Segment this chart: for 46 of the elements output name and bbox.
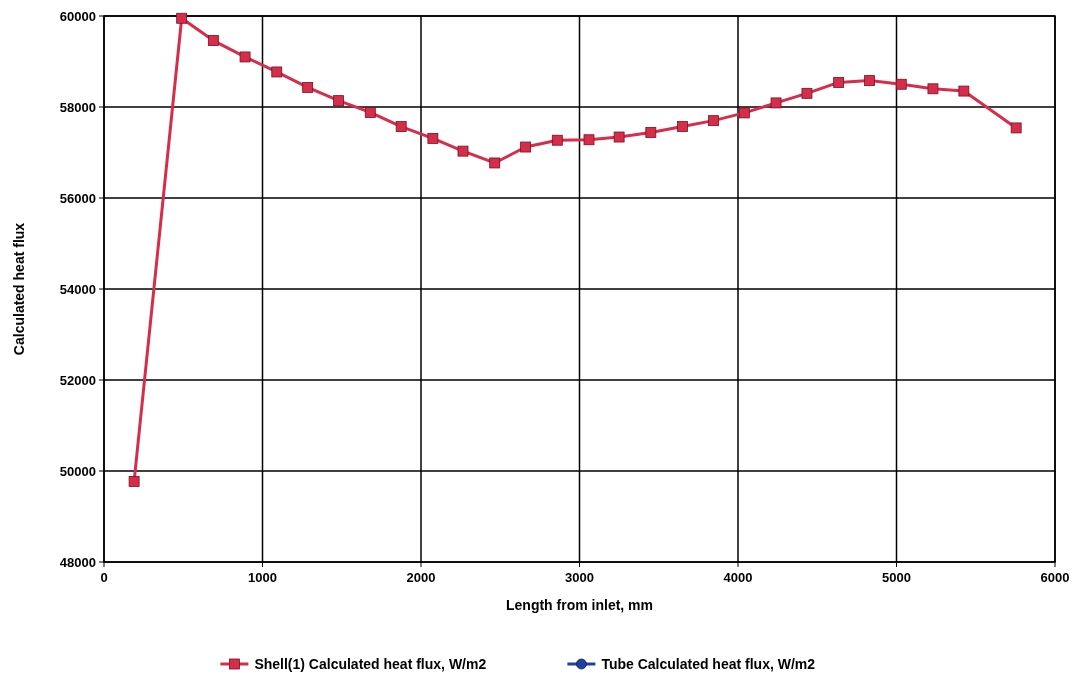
point <box>551 134 563 146</box>
x-tick-label: 5000 <box>882 570 911 585</box>
point <box>927 83 939 95</box>
point <box>302 82 314 93</box>
x-tick-label: 0 <box>100 570 108 585</box>
point <box>128 476 140 487</box>
y-tick-label: 58000 <box>59 99 96 115</box>
y-tick-label: 48000 <box>59 554 96 570</box>
y-tick-label: 60000 <box>59 8 96 24</box>
x-axis-title: Length from inlet, mm <box>506 597 653 613</box>
point <box>833 77 845 88</box>
x-tick-label: 2000 <box>406 570 436 585</box>
point <box>801 87 813 99</box>
point <box>489 157 501 169</box>
y-tick-label: 50000 <box>59 463 96 479</box>
point <box>708 115 719 127</box>
point <box>395 121 407 132</box>
y-tick-label: 54000 <box>59 281 96 297</box>
point <box>239 51 251 63</box>
point <box>520 141 532 153</box>
point <box>207 35 219 46</box>
point <box>738 107 750 119</box>
y-tick-label: 52000 <box>59 372 96 388</box>
legend-label: Shell(1) Calculated heat flux, W/m2 <box>254 656 487 672</box>
point <box>613 131 625 143</box>
point <box>770 97 782 109</box>
point <box>583 134 595 146</box>
point <box>176 12 188 24</box>
y-tick-label: 56000 <box>59 190 96 206</box>
point <box>364 107 376 118</box>
point <box>333 95 344 107</box>
point <box>457 145 469 157</box>
point <box>864 75 875 87</box>
point <box>958 85 970 97</box>
x-tick-label: 6000 <box>1040 570 1070 585</box>
point <box>271 66 283 78</box>
point <box>1010 122 1022 134</box>
legend-label: Tube Calculated heat flux, W/m2 <box>601 656 816 672</box>
y-axis-title: Calculated heat flux <box>11 222 27 356</box>
point <box>427 133 439 144</box>
x-tick-label: 1000 <box>248 570 277 585</box>
x-tick-label: 3000 <box>565 570 594 585</box>
point <box>895 78 907 90</box>
point <box>645 127 657 138</box>
x-tick-label: 4000 <box>723 570 753 585</box>
point <box>677 121 688 132</box>
